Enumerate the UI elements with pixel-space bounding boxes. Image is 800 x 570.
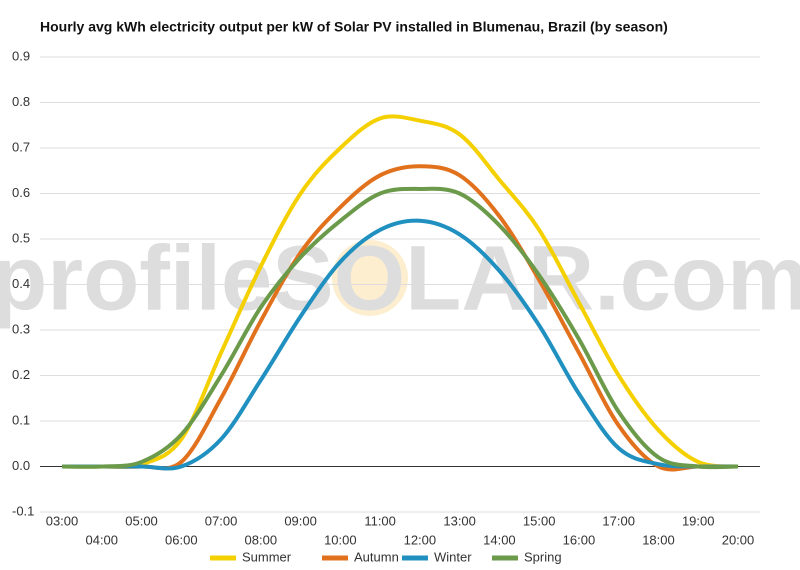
x-tick-label: 19:00 (682, 513, 715, 528)
x-tick-label: 07:00 (205, 513, 238, 528)
x-tick-label: 05:00 (125, 513, 158, 528)
legend-label: Summer (242, 549, 292, 564)
x-tick-label: 08:00 (245, 532, 278, 547)
y-tick-label: 0.4 (12, 276, 30, 291)
series-line (62, 218, 739, 471)
series-line (61, 114, 739, 469)
x-tick-label: 16:00 (563, 532, 596, 547)
watermark-sun (332, 240, 408, 316)
x-tick-label: 15:00 (523, 513, 556, 528)
legend-label: Winter (434, 549, 472, 564)
legend-label: Autumn (354, 549, 399, 564)
y-tick-label: 0.7 (12, 139, 30, 154)
x-tick-label: 20:00 (722, 532, 755, 547)
series-line (62, 164, 738, 472)
y-tick-label: -0.1 (12, 503, 34, 518)
y-tick-label: 0.0 (12, 458, 30, 473)
y-tick-label: 0.5 (12, 230, 30, 245)
x-tick-label: 10:00 (324, 532, 357, 547)
series-line (61, 186, 739, 470)
x-tick-label: 03:00 (46, 513, 79, 528)
y-tick-label: 0.6 (12, 185, 30, 200)
y-tick-label: 0.9 (12, 48, 30, 63)
legend-label: Spring (524, 549, 562, 564)
x-tick-label: 18:00 (642, 532, 675, 547)
watermark: profileSOLAR.com (0, 227, 800, 329)
x-tick-label: 09:00 (284, 513, 317, 528)
chart-title: Hourly avg kWh electricity output per kW… (40, 19, 668, 35)
x-tick-label: 11:00 (364, 513, 396, 528)
y-tick-label: 0.1 (12, 412, 30, 427)
x-tick-label: 17:00 (602, 513, 635, 528)
x-tick-label: 12:00 (404, 532, 437, 547)
x-tick-label: 13:00 (443, 513, 476, 528)
y-tick-label: 0.3 (12, 321, 30, 336)
y-tick-label: 0.8 (12, 94, 30, 109)
x-tick-label: 04:00 (85, 532, 118, 547)
x-tick-label: 06:00 (165, 532, 198, 547)
x-tick-label: 14:00 (483, 532, 516, 547)
y-tick-label: 0.2 (12, 367, 30, 382)
